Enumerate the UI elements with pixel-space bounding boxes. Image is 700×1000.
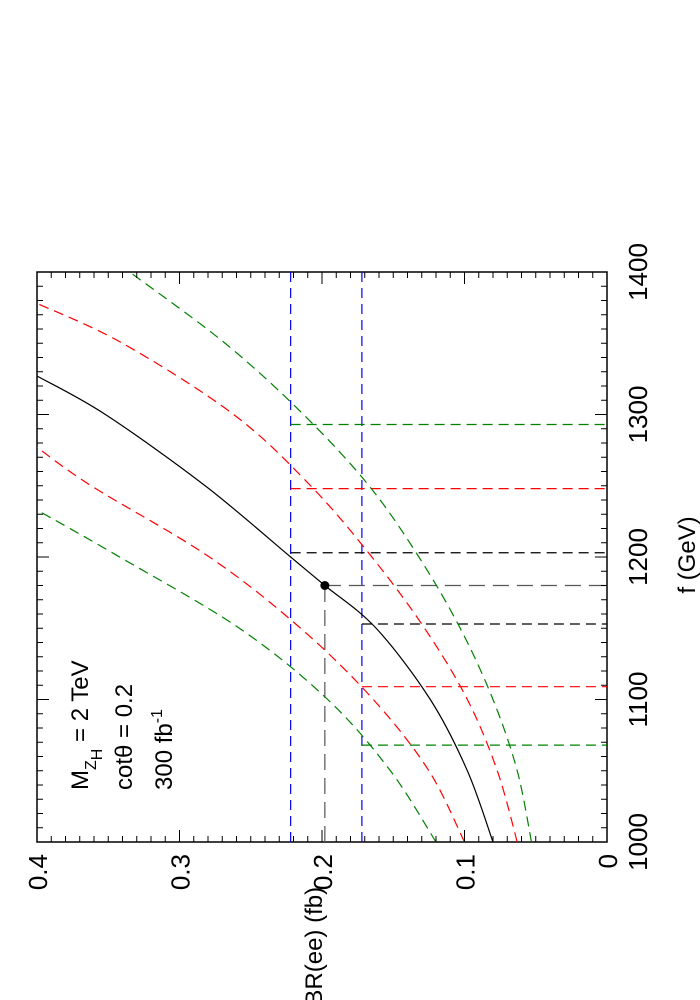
x-tick-label: 1300	[623, 386, 653, 444]
ticks	[36, 271, 608, 843]
annotation-mass: MZH = 2 TeV	[67, 660, 106, 790]
curve-1-sigma-upper	[36, 446, 466, 843]
annotation-cot: cotθ = 0.2	[111, 684, 138, 790]
annotation-lumi-main: 300 fb	[151, 723, 178, 790]
tick-labels: 1000 1100 1200 1300 1400 0 0.1 0.2 0.3 0.4	[23, 243, 653, 890]
y-axis-title: σ * BR(ee) (fb)	[301, 887, 328, 1000]
curve-1-sigma-lower	[36, 302, 518, 843]
x-tick-label: 1400	[623, 243, 653, 301]
x-tick-label: 1100	[623, 672, 653, 728]
annotation-mass-rest: = 2 TeV	[67, 660, 94, 748]
annotation-mass-subsub: H	[89, 749, 106, 761]
measured-point	[320, 581, 330, 590]
curve-central	[36, 375, 494, 843]
annotation-mass-sub: Z	[83, 760, 100, 770]
x-tick-label: 1000	[623, 813, 653, 871]
y-tick-label: 0	[593, 854, 623, 868]
annotation-lumi-sup: -1	[149, 709, 166, 723]
x-tick-label: 1200	[623, 528, 653, 586]
y-tick-label: 0.1	[451, 854, 481, 890]
y-tick-label: 0.2	[308, 854, 338, 890]
y-tick-label: 0.4	[23, 854, 53, 890]
annotation-mass-m: M	[67, 770, 94, 790]
annotation-block: MZH = 2 TeV cotθ = 0.2 300 fb-1	[67, 660, 178, 790]
annotation-lumi: 300 fb-1	[149, 709, 178, 790]
y-tick-label: 0.3	[166, 854, 196, 890]
x-axis-title: f (GeV)	[674, 516, 700, 593]
curve-2-sigma-upper	[36, 509, 437, 843]
curve-2-sigma-lower	[129, 271, 533, 843]
